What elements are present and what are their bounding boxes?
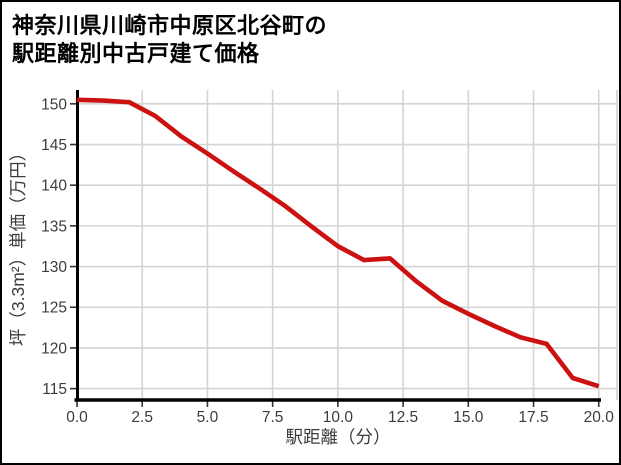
gridlines [75, 90, 618, 400]
x-tick-label: 0.0 [66, 409, 88, 426]
x-tick-label: 20.0 [584, 409, 615, 426]
chart-title-line1: 神奈川県川崎市中原区北谷町の [12, 13, 328, 38]
chart-title-line2: 駅距離別中古戸建て価格 [12, 41, 260, 66]
y-tick-label: 140 [41, 178, 67, 195]
y-tick-labels: 115 120 125 130 135 140 145 150 [41, 96, 67, 398]
x-tick-label: 15.0 [453, 409, 484, 426]
x-tick-labels: 0.0 2.5 5.0 7.5 10.0 12.5 15.0 17.5 20.0 [66, 409, 614, 426]
chart-title: 神奈川県川崎市中原区北谷町の 駅距離別中古戸建て価格 [12, 12, 327, 68]
x-tick-label: 12.5 [388, 409, 418, 426]
x-tick-label: 5.0 [197, 409, 219, 426]
y-tick-label: 135 [41, 218, 67, 235]
x-tick-label: 17.5 [518, 409, 548, 426]
y-tick-label: 145 [41, 137, 67, 154]
y-tick-label: 120 [41, 340, 67, 357]
x-axis-title: 駅距離（分） [286, 427, 391, 447]
y-axis-title: 坪（3.3m²）単価（万円） [8, 144, 28, 346]
y-tick-label: 130 [41, 259, 67, 276]
y-tick-label: 115 [42, 381, 67, 398]
y-tick-label: 125 [41, 300, 67, 317]
x-tick-label: 2.5 [131, 409, 153, 426]
x-tick-label: 10.0 [323, 409, 354, 426]
x-tick-label: 7.5 [262, 409, 284, 426]
price-line-series [76, 97, 600, 389]
tick-marks [70, 103, 600, 407]
y-tick-label: 150 [41, 96, 67, 113]
